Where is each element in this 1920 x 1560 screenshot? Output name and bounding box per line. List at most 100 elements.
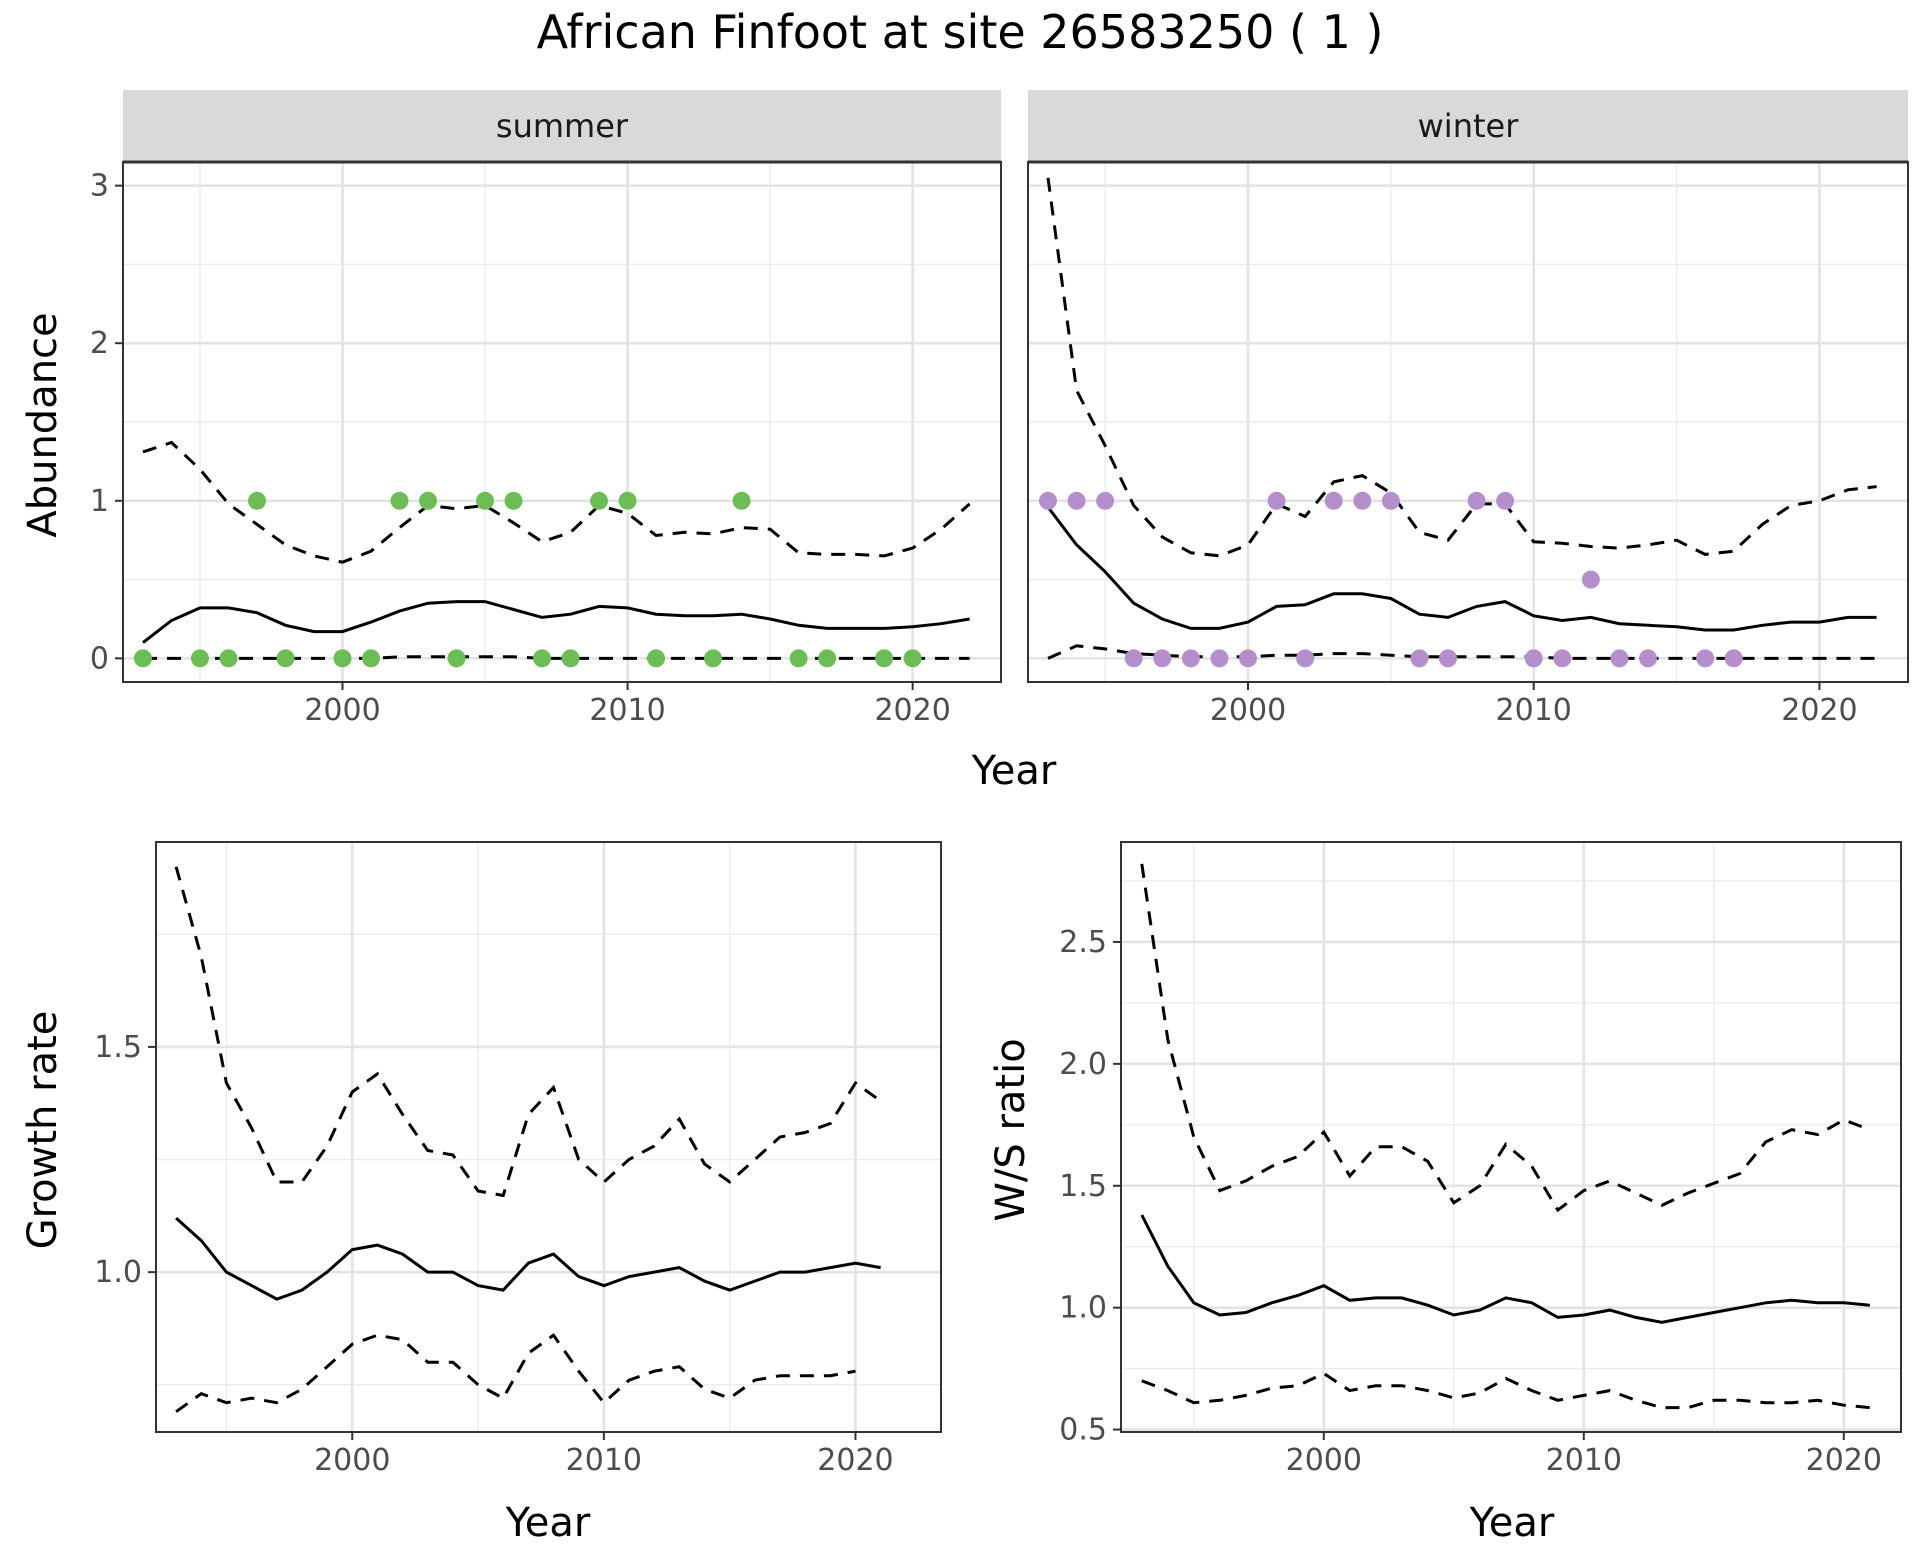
data-point-summer: [276, 649, 295, 668]
y-tick-label: 1.0: [1059, 1291, 1107, 1326]
lower-bound-line: [175, 1333, 856, 1413]
lower-bound-line: [1047, 644, 1877, 660]
data-point-winter: [1581, 570, 1600, 589]
data-point-summer: [390, 491, 409, 510]
x-tick-label: 2010: [589, 693, 665, 728]
figure-title: African Finfoot at site 26583250 ( 1 ): [537, 5, 1384, 59]
y-tick-label: 3: [90, 169, 109, 204]
y-tick-label: 1: [90, 484, 109, 519]
data-point-winter: [1610, 649, 1629, 668]
y-tick-label: 1.5: [94, 1030, 142, 1065]
data-point-summer: [190, 649, 209, 668]
mean-line: [142, 600, 970, 644]
lower-bound-line: [143, 655, 970, 660]
data-point-summer: [732, 491, 751, 510]
panel-border: [1120, 841, 1902, 1433]
data-point-summer: [504, 491, 523, 510]
data-point-winter: [1096, 491, 1115, 510]
data-point-winter: [1439, 649, 1457, 668]
data-point-summer: [219, 649, 238, 668]
data-point-winter: [1553, 649, 1572, 668]
y-axis-title-ws-ratio: W/S ratio: [988, 1038, 1034, 1221]
y-tick-label: 0: [90, 641, 109, 676]
data-point-winter: [1039, 491, 1057, 510]
data-point-summer: [704, 649, 723, 668]
strip-summer-label: summer: [496, 107, 629, 145]
x-tick-label: 2000: [1210, 693, 1286, 728]
panel-abundance-summer: 2000 2010 2020 0 1 2 3: [90, 160, 1002, 728]
data-point-winter: [1639, 649, 1657, 668]
data-point-summer: [362, 649, 381, 668]
data-point-winter: [1381, 491, 1400, 510]
data-point-summer: [818, 649, 837, 668]
y-tick-label: 2.5: [1059, 925, 1107, 960]
data-point-summer: [133, 649, 152, 668]
y-tick-label: 0.5: [1059, 1413, 1107, 1448]
data-point-summer: [476, 491, 495, 510]
data-point-winter: [1124, 649, 1143, 668]
x-tick-label: 2000: [1286, 1443, 1362, 1478]
data-point-winter: [1181, 649, 1200, 668]
x-tick-label: 2020: [1781, 693, 1857, 728]
y-tick-label: 2: [90, 326, 109, 361]
data-point-summer: [447, 649, 466, 668]
panel-border: [155, 841, 942, 1433]
strip-winter-label: winter: [1418, 107, 1520, 145]
data-point-summer: [647, 649, 666, 668]
y-axis-title-growth-rate: Growth rate: [20, 1011, 66, 1250]
data-point-winter: [1696, 649, 1715, 668]
mean-line: [1140, 1214, 1870, 1324]
y-axis-title-abundance: Abundance: [20, 312, 66, 537]
data-point-summer: [561, 649, 580, 668]
x-tick-label: 2020: [874, 693, 950, 728]
y-tick-label: 1.5: [1059, 1169, 1107, 1204]
data-point-winter: [1496, 491, 1515, 510]
strip-summer-bg: [123, 90, 1001, 162]
x-tick-label: 2010: [1546, 1443, 1622, 1478]
upper-bound-line: [1140, 863, 1871, 1213]
lower-bound-line: [1141, 1371, 1870, 1410]
x-tick-label: 2000: [304, 693, 380, 728]
data-point-summer: [247, 491, 266, 510]
x-axis-title-ws-ratio: Year: [1469, 1500, 1555, 1546]
x-tick-label: 2010: [1496, 693, 1572, 728]
data-point-summer: [618, 491, 637, 510]
data-point-summer: [875, 649, 894, 668]
x-axis-title-growth-rate: Year: [505, 1500, 591, 1546]
upper-bound-line: [1046, 177, 1877, 558]
data-point-winter: [1267, 491, 1286, 510]
data-point-summer: [419, 491, 438, 510]
panel-ws-ratio: 2000 2010 2020 0.5 1.0 1.5 2.0 2.5: [1059, 841, 1902, 1478]
data-point-summer: [333, 649, 352, 668]
panel-abundance-winter: 2000 2010 2020: [1027, 160, 1909, 728]
x-axis-title-top: Year: [971, 748, 1057, 794]
data-point-summer: [903, 649, 922, 668]
upper-bound-line: [142, 440, 971, 564]
data-point-winter: [1153, 649, 1172, 668]
y-tick-label: 1.0: [94, 1255, 142, 1290]
data-point-winter: [1524, 649, 1543, 668]
x-tick-label: 2000: [314, 1443, 390, 1478]
x-tick-label: 2010: [566, 1443, 642, 1478]
data-point-winter: [1239, 649, 1257, 668]
data-point-summer: [533, 649, 552, 668]
data-point-winter: [1724, 649, 1743, 668]
x-tick-label: 2020: [1806, 1443, 1882, 1478]
x-tick-label: 2020: [817, 1443, 893, 1478]
data-point-winter: [1353, 491, 1372, 510]
data-point-winter: [1410, 649, 1429, 668]
upper-bound-line: [174, 866, 882, 1198]
data-point-summer: [590, 491, 609, 510]
mean-line: [175, 1216, 881, 1301]
panel-growth-rate: 2000 2010 2020 1.0 1.5: [94, 841, 942, 1478]
data-point-winter: [1067, 491, 1086, 510]
data-point-winter: [1296, 649, 1315, 668]
data-point-winter: [1324, 491, 1343, 510]
strip-winter-bg: [1028, 90, 1908, 162]
mean-line: [1046, 506, 1877, 632]
data-point-winter: [1467, 491, 1486, 510]
data-point-winter: [1210, 649, 1229, 668]
data-point-summer: [789, 649, 808, 668]
y-tick-label: 2.0: [1059, 1047, 1107, 1082]
